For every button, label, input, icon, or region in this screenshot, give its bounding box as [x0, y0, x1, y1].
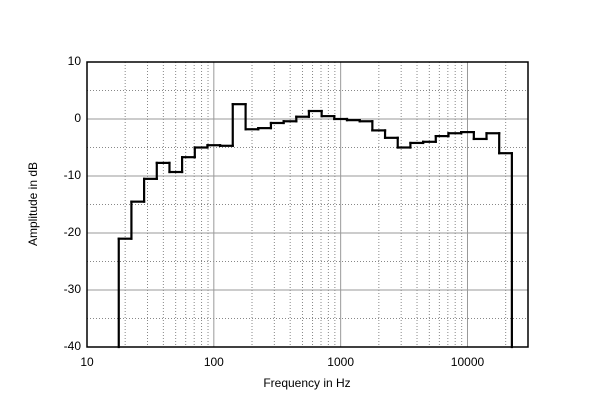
- x-tick-label: 10000: [451, 355, 485, 369]
- y-tick-label: 0: [74, 111, 81, 125]
- x-tick-label: 1000: [327, 355, 354, 369]
- x-axis-label: Frequency in Hz: [263, 376, 350, 390]
- plot-frame: [86, 61, 529, 348]
- x-tick-label: 100: [204, 355, 224, 369]
- y-tick-label: -30: [64, 282, 82, 296]
- y-tick-label: 10: [68, 54, 82, 68]
- y-tick-label: -10: [64, 168, 82, 182]
- y-tick-label: -40: [64, 339, 82, 353]
- x-tick-label: 10: [80, 355, 94, 369]
- y-axis-label: Amplitude in dB: [26, 162, 40, 246]
- y-tick-label: -20: [64, 225, 82, 239]
